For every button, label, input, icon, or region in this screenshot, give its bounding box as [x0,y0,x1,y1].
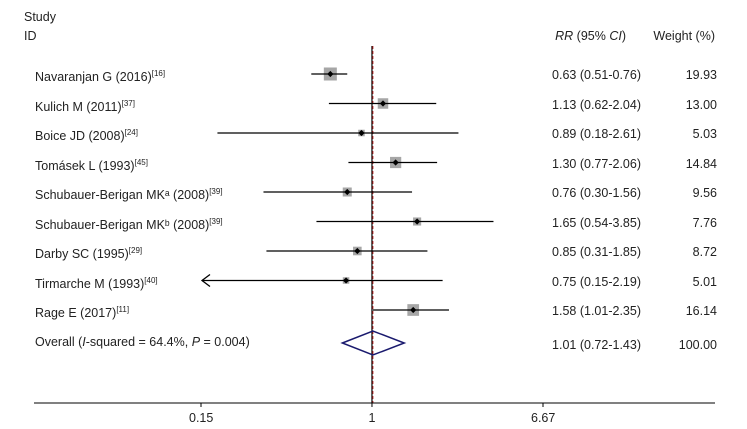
study-name: Darby SC (1995) [35,247,129,261]
study-label: Boice JD (2008)[24] [35,126,138,143]
study-name: Boice JD (2008) [35,129,125,143]
rr-header-ci: CI [609,29,622,43]
study-name: Tirmarche M (1993) [35,276,145,291]
study-weight-text: 19.93 [685,68,717,82]
study-reference: [24] [124,128,138,137]
study-rr-text: 1.30 (0.77-2.06) [552,156,641,171]
rr-header-close: ) [621,29,626,43]
ci-truncation-arrow [200,273,211,288]
study-reference: [29] [128,246,143,255]
point-estimate [342,277,350,284]
study-name: Rage E (2017) [35,306,117,320]
rr-header-rr: RR [555,29,574,43]
study-rr-text: 1.58 (1.01-2.35) [552,304,641,318]
study-weight-text: 16.14 [685,304,717,318]
rr-header: RR (95% CI) [555,29,626,43]
overall-label-prefix: Overall ( [35,335,83,349]
study-reference: [37] [121,98,135,108]
study-reference: [39] [209,216,223,226]
study-label: Tirmarche M (1993)[40] [35,274,158,291]
study-label: Schubauer-Berigan MKᵃ (2008)[39] [35,185,223,202]
overall-label-p: P [191,335,201,349]
overall-label-mid: -squared = 64.4%, [85,335,192,349]
study-weight-text: 13.00 [685,97,717,112]
study-rr-text: 0.63 (0.51-0.76) [552,68,641,82]
overall-label: Overall (I-squared = 64.4%, P = 0.004) [35,335,250,349]
x-tick-label: 6.67 [531,411,556,425]
overall-label-i: I [82,335,86,349]
rr-header-mid: (95% [573,29,610,43]
study-reference: [11] [116,305,130,314]
study-name: Schubauer-Berigan MKᵃ (2008) [35,188,210,202]
study-label: Kulich M (2011)[37] [35,97,135,114]
study-rr-text: 0.89 (0.18-2.61) [552,127,641,141]
study-label: Darby SC (1995)[29] [35,244,142,261]
study-rr-text: 0.76 (0.30-1.56) [552,186,641,200]
id-header: ID [24,29,37,43]
study-name: Kulich M (2011) [35,99,122,114]
x-tick-label: 1 [368,411,376,425]
study-weight-text: 9.56 [692,186,717,200]
study-rr-text: 1.65 (0.54-3.85) [552,215,641,230]
study-header: Study [24,10,56,24]
point-estimate [410,306,417,314]
study-label: Navaranjan G (2016)[16] [35,67,165,84]
study-label: Rage E (2017)[11] [35,303,129,320]
study-name: Schubauer-Berigan MKᵇ (2008) [35,217,210,232]
study-weight-text: 5.01 [692,274,717,289]
x-tick-label: 0.15 [189,411,214,425]
overall-rr-text: 1.01 (0.72-1.43) [552,338,641,352]
study-weight-text: 8.72 [692,245,717,259]
study-rr-text: 0.75 (0.15-2.19) [552,274,641,289]
overall-diamond [340,330,407,356]
study-name: Tomásek L (1993) [35,158,135,173]
study-weight-text: 5.03 [692,127,717,141]
study-reference: [45] [134,157,148,167]
study-reference: [40] [144,275,158,285]
study-weight-text: 7.76 [692,215,717,230]
overall-label-suffix: = 0.004) [200,335,250,349]
study-reference: [16] [151,69,166,78]
study-weight-text: 14.84 [685,156,717,171]
study-reference: [39] [209,187,223,196]
overall-weight-text: 100.00 [678,338,717,352]
study-name: Navaranjan G (2016) [35,70,152,84]
study-rr-text: 1.13 (0.62-2.04) [552,97,641,112]
study-rr-text: 0.85 (0.31-1.85) [552,245,641,259]
study-label: Schubauer-Berigan MKᵇ (2008)[39] [35,215,223,232]
weight-header: Weight (%) [653,29,715,43]
study-label: Tomásek L (1993)[45] [35,156,148,173]
